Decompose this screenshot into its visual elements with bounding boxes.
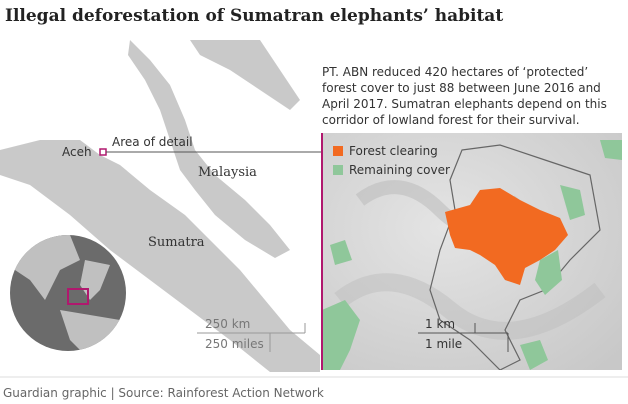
scale-label: 1 mile: [425, 337, 462, 351]
legend-swatch: [333, 165, 343, 175]
description: PT. ABN reduced 420 hectares of ‘protect…: [322, 65, 588, 79]
malaysia-land: [128, 40, 290, 258]
footer: Guardian graphic | Source: Rainforest Ac…: [3, 386, 324, 400]
detail-map: Forest clearing Remaining cover 1 km 1 m…: [322, 133, 622, 370]
scale-label: 250 miles: [205, 337, 264, 351]
locator-map: [0, 40, 320, 372]
scale-label: 250 km: [205, 317, 250, 331]
description: April 2017. Sumatran elephants depend on…: [322, 97, 607, 111]
sumatra-land: [0, 140, 320, 372]
land: [190, 40, 300, 110]
legend-swatch: [333, 146, 343, 156]
label: Sumatra: [148, 235, 205, 250]
legend-label: Forest clearing: [349, 144, 438, 158]
forest-clearing: [445, 188, 568, 285]
globe: [10, 235, 126, 351]
title: Illegal deforestation of Sumatran elepha…: [5, 6, 503, 26]
label: Malaysia: [198, 165, 257, 180]
remaining-cover: [322, 140, 622, 370]
label: Aceh: [62, 145, 92, 159]
scale-label: 1 km: [425, 317, 455, 331]
description: corridor of lowland forest for their sur…: [322, 113, 580, 127]
description: forest cover to just 88 between June 201…: [322, 81, 601, 95]
label: Area of detail: [112, 135, 193, 149]
legend-label: Remaining cover: [349, 163, 450, 177]
detail-marker: [99, 148, 107, 156]
